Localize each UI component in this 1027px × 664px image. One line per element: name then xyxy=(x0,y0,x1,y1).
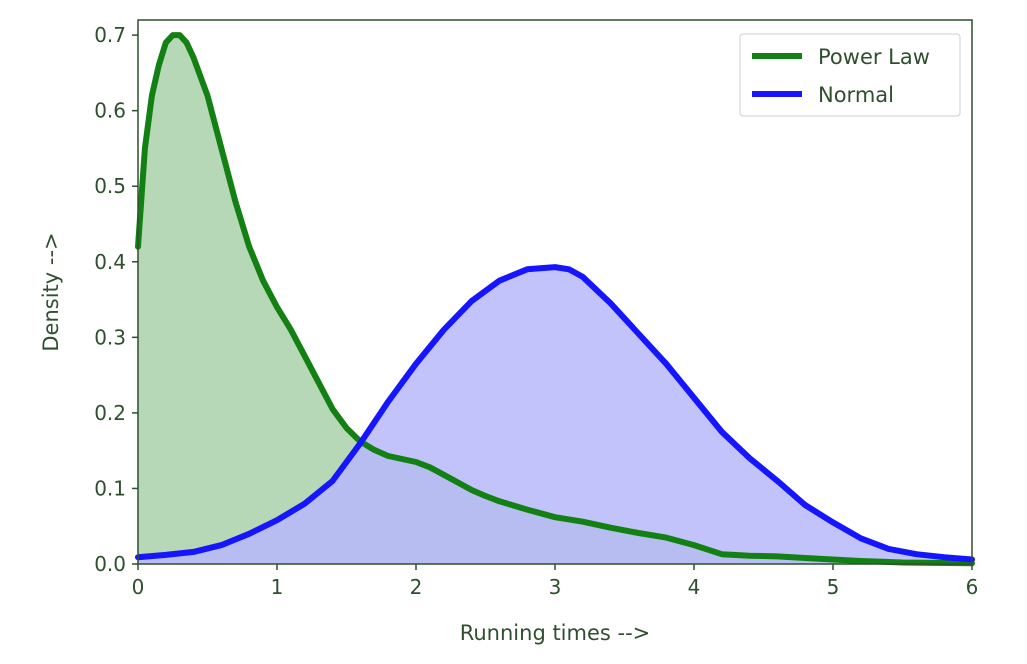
x-tick-label: 4 xyxy=(688,575,701,599)
y-tick-label: 0.5 xyxy=(94,174,126,198)
y-axis-label: Density --> xyxy=(39,232,63,351)
y-tick-label: 0.2 xyxy=(94,401,126,425)
x-tick-label: 5 xyxy=(827,575,840,599)
legend-label-normal: Normal xyxy=(818,83,894,107)
y-tick-label: 0.3 xyxy=(94,325,126,349)
x-tick-label: 0 xyxy=(132,575,145,599)
y-tick-label: 0.1 xyxy=(94,476,126,500)
x-tick-label: 3 xyxy=(549,575,562,599)
y-tick-label: 0.7 xyxy=(94,23,126,47)
x-tick-label: 6 xyxy=(966,575,979,599)
x-axis-label: Running times --> xyxy=(460,621,651,645)
x-tick-label: 1 xyxy=(271,575,284,599)
legend: Power Law Normal xyxy=(739,33,961,117)
area-fill-normal xyxy=(138,267,972,564)
x-tick-label: 2 xyxy=(410,575,423,599)
y-tick-label: 0.4 xyxy=(94,250,126,274)
legend-label-power-law: Power Law xyxy=(818,45,930,69)
x-axis: 0 1 2 3 4 5 6 xyxy=(132,564,979,599)
y-axis: 0.0 0.1 0.2 0.3 0.4 0.5 0.6 0.7 xyxy=(94,23,138,576)
series-line-power-law xyxy=(135,32,975,567)
series-line-normal xyxy=(135,264,975,563)
y-tick-label: 0.0 xyxy=(94,552,126,576)
y-tick-label: 0.6 xyxy=(94,99,126,123)
density-lines xyxy=(135,32,975,567)
